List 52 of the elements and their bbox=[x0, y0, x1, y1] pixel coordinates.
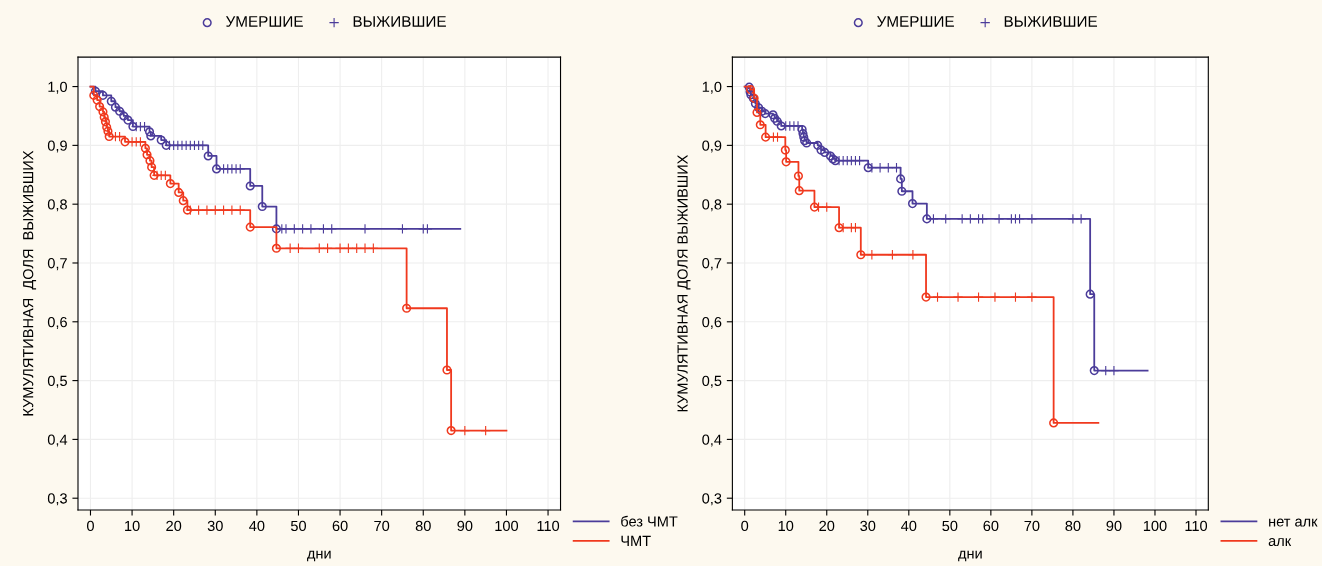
y-tick-label: 1,0 bbox=[48, 81, 68, 94]
y-tick-label: 0,8 bbox=[702, 199, 722, 212]
y-tick-label: 0,9 bbox=[47, 140, 67, 153]
x-tick-label: 70 bbox=[1024, 520, 1040, 532]
legend-label: ВЫЖИВШИЕ bbox=[1004, 16, 1098, 27]
legend-label: УМЕРШИЕ bbox=[877, 16, 954, 27]
x-tick-label: 110 bbox=[1185, 520, 1208, 532]
y-tick-label: 0,4 bbox=[702, 434, 722, 447]
x-tick-label: 80 bbox=[1065, 520, 1081, 532]
legend-label: без ЧМТ bbox=[621, 515, 678, 527]
x-tick-label: 90 bbox=[457, 520, 473, 532]
x-tick-label: 0 bbox=[86, 520, 94, 532]
y-tick-label: 0,6 bbox=[47, 316, 67, 329]
y-tick-label: 0,9 bbox=[702, 140, 722, 153]
x-tick-label: 80 bbox=[415, 520, 431, 532]
x-tick-label: 40 bbox=[249, 520, 265, 532]
legend-label: ЧМТ bbox=[621, 535, 651, 546]
x-axis-title: дни bbox=[307, 550, 331, 562]
legend-label: алк bbox=[1268, 538, 1292, 547]
x-tick-label: 90 bbox=[1106, 520, 1122, 532]
x-tick-label: 10 bbox=[125, 520, 140, 532]
y-tick-label: 1,0 bbox=[702, 81, 722, 94]
legend-label: нет алк bbox=[1269, 518, 1318, 527]
x-axis-title: дни bbox=[958, 550, 982, 562]
x-tick-label: 100 bbox=[495, 520, 519, 532]
legend-label: ВЫЖИВШИЕ bbox=[353, 16, 446, 27]
x-tick-label: 20 bbox=[819, 520, 835, 532]
y-tick-label: 0,5 bbox=[702, 375, 722, 388]
y-tick-label: 0,4 bbox=[47, 434, 68, 447]
y-tick-label: 0,3 bbox=[47, 493, 67, 506]
x-tick-label: 0 bbox=[741, 520, 749, 532]
y-axis-title: КУМУЛЯТИВНАЯ ДОЛЯ ВЫЖИВШИХ bbox=[677, 154, 691, 412]
x-tick-label: 110 bbox=[537, 520, 560, 532]
x-tick-label: 100 bbox=[1143, 520, 1167, 532]
x-tick-label: 30 bbox=[860, 520, 876, 532]
legend-label: УМЕРШИЕ bbox=[225, 16, 303, 27]
y-tick-label: 0,3 bbox=[702, 493, 722, 506]
y-tick-label: 0,6 bbox=[702, 316, 722, 329]
x-tick-label: 70 bbox=[374, 520, 390, 532]
y-tick-label: 0,7 bbox=[702, 258, 722, 271]
x-tick-label: 40 bbox=[901, 520, 917, 532]
x-tick-label: 50 bbox=[942, 520, 958, 532]
x-tick-label: 10 bbox=[778, 520, 794, 532]
y-axis-title: КУМУЛЯТИВНАЯ ДОЛЯ ВЫЖИВШИХ bbox=[22, 150, 37, 416]
y-tick-label: 0,7 bbox=[47, 258, 67, 271]
x-tick-label: 50 bbox=[290, 520, 307, 532]
x-tick-label: 30 bbox=[207, 520, 223, 532]
x-tick-label: 60 bbox=[983, 520, 999, 532]
x-tick-label: 60 bbox=[332, 520, 348, 532]
y-tick-label: 0,8 bbox=[47, 199, 67, 212]
y-tick-label: 0,5 bbox=[47, 375, 67, 388]
x-tick-label: 20 bbox=[166, 520, 182, 532]
